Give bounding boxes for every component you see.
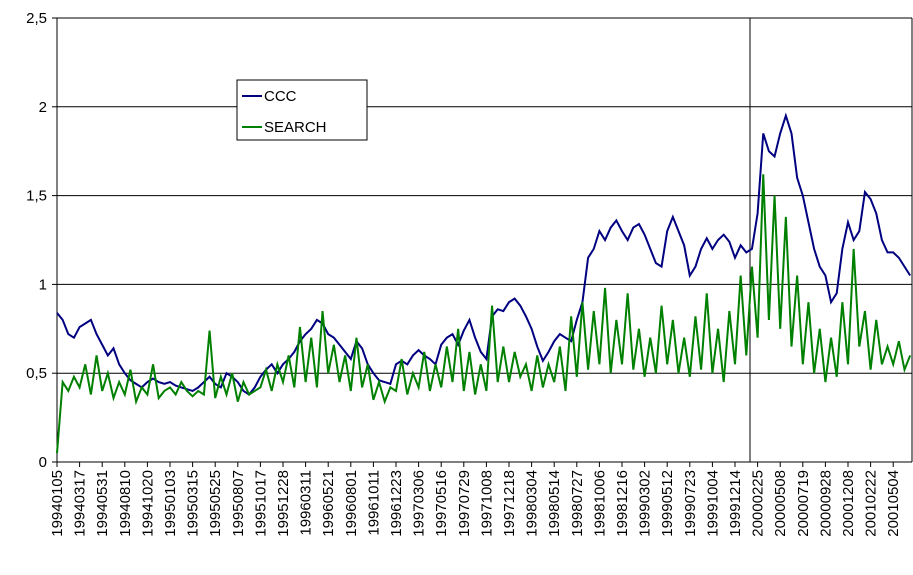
x-tick-label: 19981216 [614,470,631,537]
x-tick-label: 19940105 [49,470,66,537]
x-tick-label: 19960311 [298,470,315,536]
x-tick-label: 19961011 [365,470,382,536]
x-tick-label: 19971008 [478,470,495,537]
x-tick-label: 20010504 [885,470,902,537]
y-tick-label: 0,5 [26,365,47,382]
y-tick-label: 1,5 [26,188,47,205]
x-tick-label: 20000719 [795,470,812,537]
x-tick-label: 19950315 [185,470,202,537]
series-line [56,112,911,396]
x-tick-label: 19991214 [727,470,744,537]
y-tick-label: 1 [39,276,47,293]
x-tick-label: 20000508 [772,470,789,537]
x-tick-label: 20000928 [817,470,834,537]
x-tick-label: 19970516 [433,470,450,537]
x-tick-label: 19940531 [94,470,111,537]
y-tick-label: 2 [39,99,47,116]
x-tick-label: 19950103 [162,470,179,537]
x-tick-label: 19980304 [524,470,541,537]
x-tick-label: 19950525 [207,470,224,537]
x-tick-label: 19940810 [117,470,134,537]
x-tick-label: 20010222 [863,470,880,537]
y-tick-label: 0 [39,454,47,471]
x-tick-label: 19981006 [591,470,608,537]
x-tick-label: 19980514 [546,470,563,537]
legend-label: CCC [264,88,297,105]
x-tick-label: 19971218 [501,470,518,537]
x-tick-label: 19990512 [659,470,676,537]
x-tick-label: 19950807 [230,470,247,537]
legend-label: SEARCH [264,119,327,136]
x-tick-label: 19990302 [637,470,654,537]
x-tick-label: 20000225 [750,470,767,537]
legend-box [236,79,368,141]
x-tick-label: 19961223 [388,470,405,537]
x-tick-label: 19941020 [139,470,156,537]
y-tick-label: 2,5 [26,10,47,27]
x-tick-label: 20001208 [840,470,857,537]
x-tick-label: 19970729 [456,470,473,537]
series-line [56,174,912,454]
x-tick-label: 19960521 [320,470,337,537]
x-tick-label: 19951017 [252,470,269,537]
x-tick-label: 19951228 [275,470,292,537]
legend: CCC SEARCH [236,79,368,141]
x-tick-label: 19980727 [569,470,586,537]
x-tick-label: 19970306 [411,470,428,537]
x-tick-label: 19991004 [704,470,721,537]
x-tick-label: 19960801 [343,470,360,537]
x-tick-label: 19990723 [682,470,699,537]
x-tick-label: 19940317 [72,470,89,537]
